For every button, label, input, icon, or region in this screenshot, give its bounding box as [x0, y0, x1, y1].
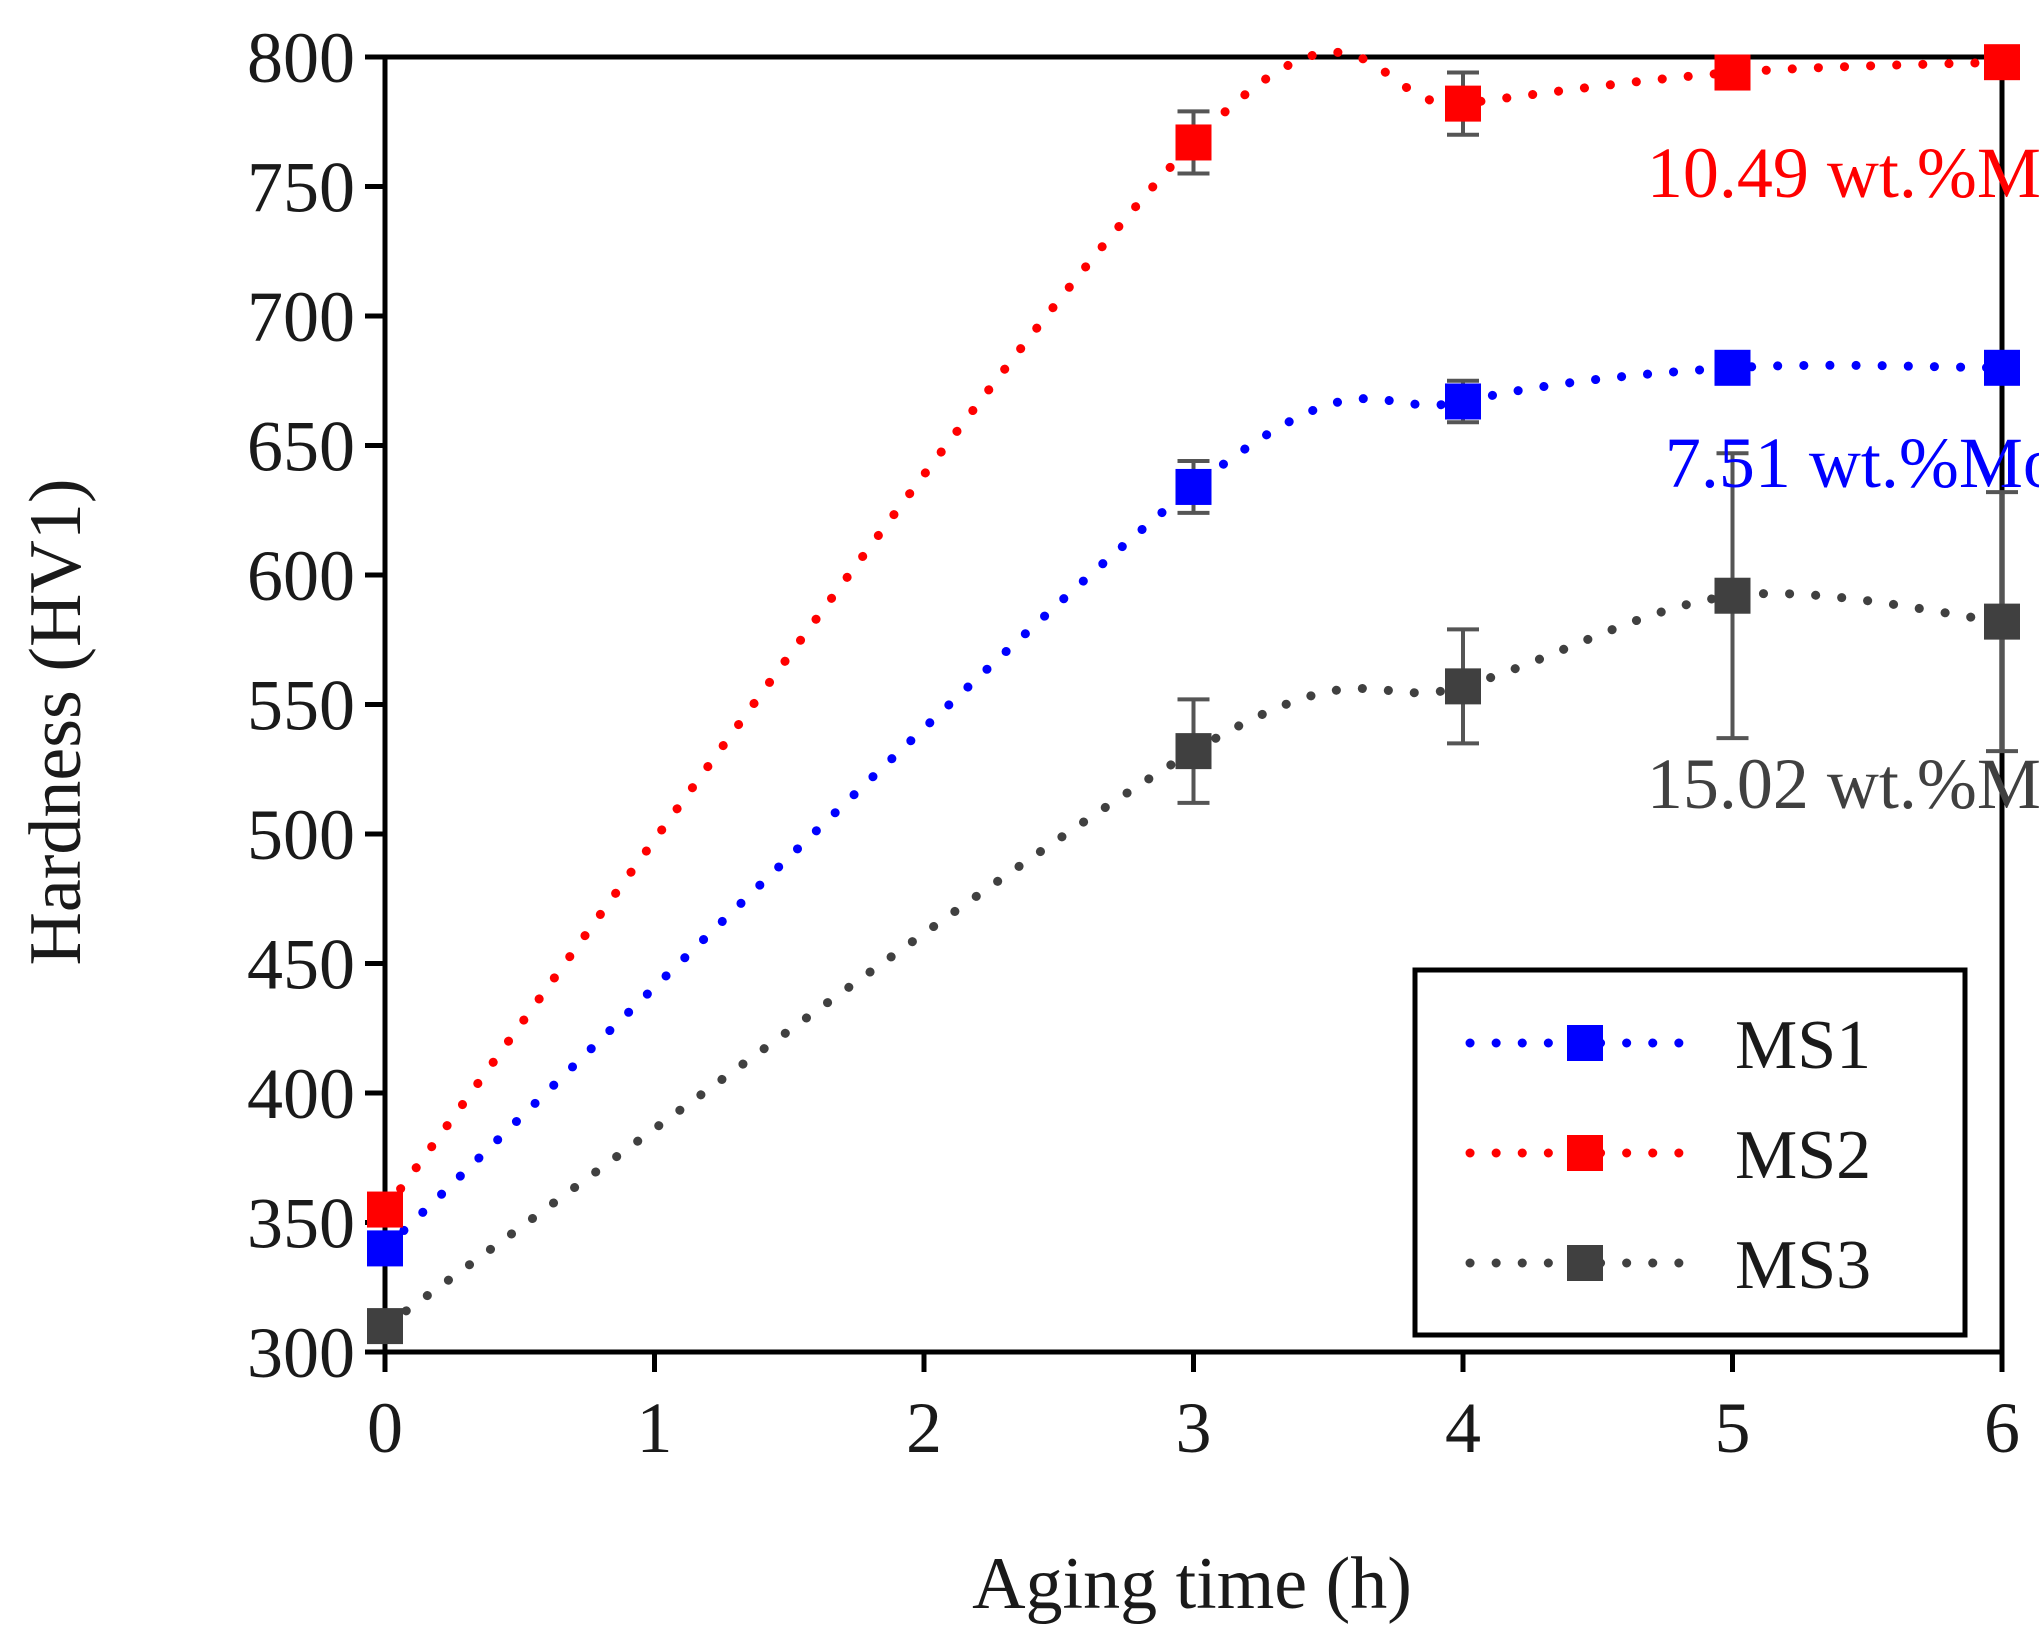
legend-label: MS2: [1735, 1117, 1871, 1194]
legend-marker: [1567, 1135, 1603, 1171]
data-point: [1984, 44, 2020, 81]
y-tick-label: 450: [247, 925, 355, 1005]
y-tick-label: 550: [247, 666, 355, 746]
data-point: [367, 1191, 403, 1228]
series-ms1: [367, 349, 2020, 1267]
series-layer: [367, 44, 2020, 1345]
data-point: [1175, 124, 1212, 161]
data-point: [1175, 468, 1212, 505]
x-tick-label: 3: [1176, 1388, 1212, 1468]
legend-marker: [1567, 1245, 1603, 1281]
data-point: [1445, 668, 1481, 705]
data-point: [1175, 733, 1212, 770]
annotations: 10.49 wt.%Mo 7.51 wt.%Mo 15.02 wt.%Mo: [1647, 133, 2039, 824]
y-tick-label: 500: [247, 795, 355, 875]
x-tick-label: 5: [1715, 1388, 1751, 1468]
data-point: [367, 1230, 403, 1267]
data-point: [1714, 349, 1751, 386]
x-tick-label: 2: [906, 1388, 942, 1468]
legend-box: [1412, 967, 1968, 1338]
y-tick-label: 600: [247, 536, 355, 616]
series-annotation: 15.02 wt.%Mo: [1647, 744, 2039, 824]
series-annotation: 10.49 wt.%Mo: [1647, 133, 2039, 213]
x-tick-label: 1: [637, 1388, 673, 1468]
y-tick-label: 400: [247, 1054, 355, 1134]
data-point: [367, 1308, 403, 1345]
data-point: [1714, 577, 1751, 614]
data-point: [1984, 349, 2020, 386]
y-tick-label: 350: [247, 1184, 355, 1264]
series-annotation: 7.51 wt.%Mo: [1665, 423, 2039, 503]
y-axis-title: Hardness (HV1): [15, 478, 97, 965]
y-tick-label: 750: [247, 148, 355, 228]
x-tick-label: 0: [367, 1388, 403, 1468]
legend-item-ms1: MS1: [1465, 1007, 1871, 1084]
series-ms3: [367, 451, 2020, 1345]
data-point: [1984, 603, 2020, 640]
y-tick-label: 300: [247, 1313, 355, 1393]
tick-labels: 300 350 400 450 500 550 600 650 700 750 800 0 1 2 3 4 5 6: [247, 18, 2020, 1468]
legend-marker: [1567, 1025, 1603, 1061]
legend-label: MS1: [1735, 1007, 1871, 1084]
data-point: [1445, 383, 1481, 420]
data-point: [1445, 85, 1481, 122]
legend-label: MS3: [1735, 1227, 1871, 1304]
x-tick-label: 6: [1984, 1388, 2020, 1468]
legend-item-ms3: MS3: [1465, 1227, 1871, 1304]
x-tick-label: 4: [1445, 1388, 1481, 1468]
y-tick-label: 650: [247, 407, 355, 487]
legend: MS1 MS2 MS3: [1412, 967, 1968, 1338]
y-tick-label: 800: [247, 18, 355, 98]
data-point: [1714, 54, 1751, 91]
series-ms2: [367, 44, 2020, 1228]
legend-item-ms2: MS2: [1465, 1117, 1871, 1194]
y-tick-label: 700: [247, 277, 355, 357]
series-line: [380, 47, 2007, 1215]
x-axis-title: Aging time (h): [972, 1543, 1412, 1625]
